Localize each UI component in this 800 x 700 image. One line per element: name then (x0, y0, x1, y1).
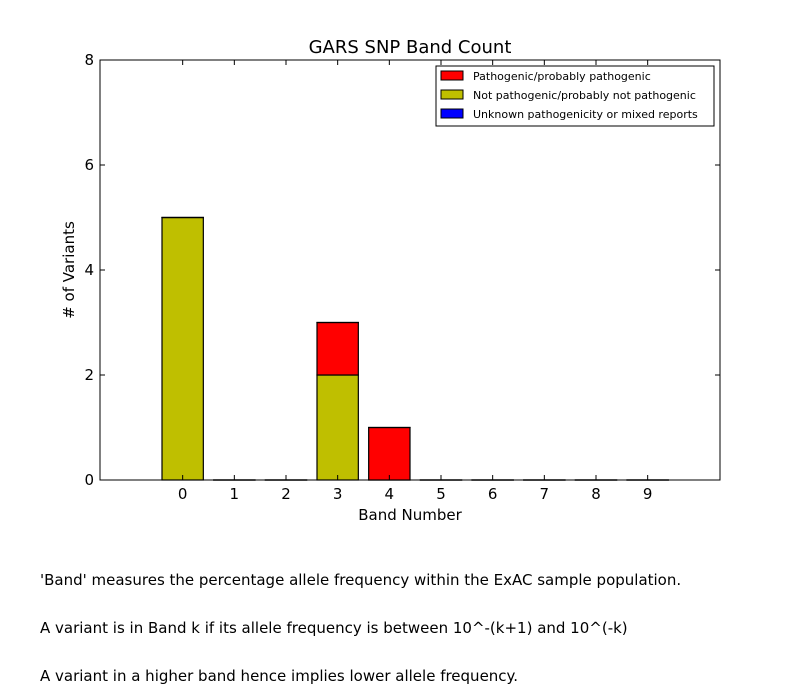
bar-1-4 (369, 428, 410, 481)
legend-label: Pathogenic/probably pathogenic (473, 70, 651, 83)
x-tick-label: 0 (178, 485, 188, 503)
x-tick-label: 2 (281, 485, 291, 503)
x-tick-label: 9 (643, 485, 653, 503)
legend-label: Unknown pathogenicity or mixed reports (473, 108, 698, 121)
bar-0-3 (317, 375, 358, 480)
y-tick-label: 0 (84, 471, 94, 489)
x-axis-label: Band Number (358, 506, 462, 524)
bar-0-0 (162, 218, 203, 481)
x-tick-label: 5 (436, 485, 446, 503)
y-tick-label: 6 (84, 156, 94, 174)
chart-title: GARS SNP Band Count (309, 37, 512, 58)
x-tick-label: 7 (540, 485, 550, 503)
x-tick-label: 8 (591, 485, 601, 503)
legend-label: Not pathogenic/probably not pathogenic (473, 89, 696, 102)
caption-line-3: A variant in a higher band hence implies… (40, 668, 681, 684)
y-tick-label: 2 (84, 366, 94, 384)
caption-line-2: A variant is in Band k if its allele fre… (40, 620, 681, 636)
x-tick-label: 3 (333, 485, 343, 503)
band-count-chart: GARS SNP Band Count 0 1 2 3 4 5 6 7 8 9 0 2 4 6 8 Band N… (0, 0, 800, 600)
caption-line-1: 'Band' measures the percentage allele fr… (40, 572, 681, 588)
y-tick-label: 4 (84, 261, 94, 279)
x-tick-label: 6 (488, 485, 498, 503)
y-tick-label: 8 (84, 51, 94, 69)
legend-swatch (441, 109, 463, 118)
legend-swatch (441, 90, 463, 99)
bar-1-3 (317, 323, 358, 376)
legend-swatch (441, 71, 463, 80)
x-tick-label: 1 (230, 485, 240, 503)
chart-caption: 'Band' measures the percentage allele fr… (40, 540, 681, 700)
y-axis-label: # of Variants (60, 221, 78, 319)
x-tick-label: 4 (385, 485, 395, 503)
